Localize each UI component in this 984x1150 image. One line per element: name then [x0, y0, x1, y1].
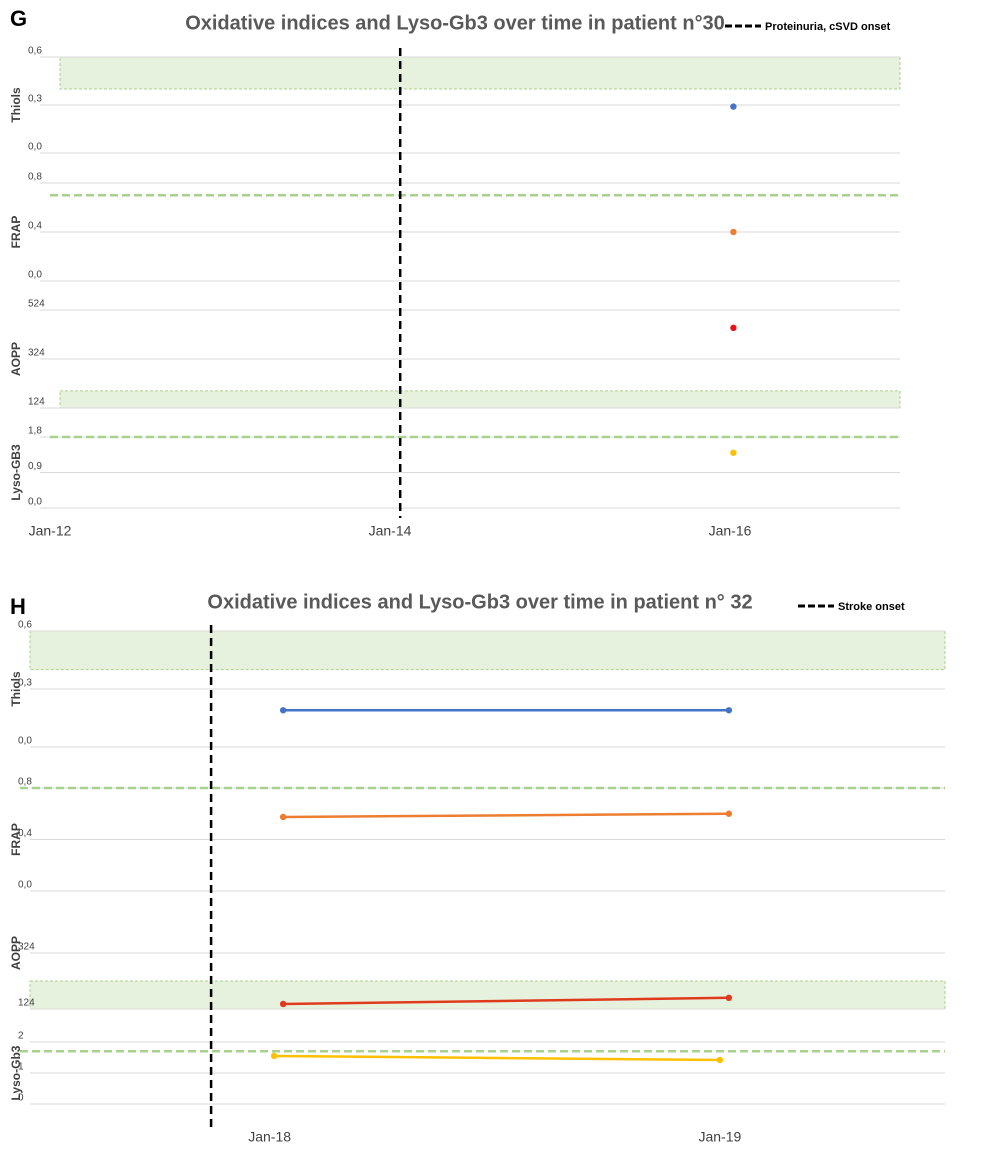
x-tick-label: Jan-16: [709, 523, 752, 539]
y-tick-label: 0,4: [18, 828, 32, 839]
y-tick-label: 2: [18, 1031, 24, 1042]
y-tick-label: 0,0: [18, 880, 32, 891]
y-axis-label: FRAP: [9, 216, 23, 249]
data-point: [730, 228, 737, 236]
series-line: [283, 812, 729, 819]
y-tick-label: 0,0: [18, 736, 32, 747]
data-point: [270, 1052, 278, 1060]
chart-title: Oxidative indices and Lyso-Gb3 over time…: [185, 12, 725, 34]
panel-letter: G: [10, 6, 27, 31]
y-tick-label: 0: [18, 1093, 24, 1104]
y-tick-label: 1: [18, 1062, 24, 1073]
y-tick-label: 124: [18, 998, 35, 1009]
reference-band: [29, 980, 946, 1010]
y-tick-label: 124: [28, 397, 45, 408]
y-tick-label: 324: [18, 942, 35, 953]
data-point: [730, 449, 737, 456]
y-tick-label: 0,3: [18, 678, 32, 689]
legend-label: Proteinuria, cSVD onset: [765, 21, 891, 33]
x-tick-label: Jan-12: [29, 523, 72, 539]
y-tick-label: 0,0: [28, 497, 42, 508]
y-axis-label: Lyso-Gb3: [9, 1045, 23, 1100]
data-point: [716, 1056, 724, 1064]
data-point: [279, 1000, 287, 1008]
y-tick-label: 0,3: [28, 94, 42, 105]
y-axis-label: AOPP: [9, 936, 23, 970]
y-axis-label: AOPP: [9, 342, 23, 376]
y-tick-label: 1,8: [28, 426, 42, 437]
data-point: [279, 813, 287, 821]
reference-band: [29, 630, 946, 671]
y-tick-label: 0,9: [28, 461, 42, 472]
y-tick-label: 0,0: [28, 142, 42, 153]
data-point: [725, 810, 733, 817]
series-line: [274, 1054, 720, 1062]
reference-band: [59, 390, 901, 409]
y-tick-label: 524: [28, 299, 45, 310]
x-tick-label: Jan-18: [248, 1129, 291, 1145]
x-tick-label: Jan-14: [369, 523, 412, 539]
x-tick-label: Jan-19: [698, 1129, 741, 1145]
data-point: [725, 707, 733, 714]
y-axis-label: Thiols: [9, 671, 23, 707]
legend-label: Stroke onset: [838, 601, 905, 613]
y-tick-label: 0,4: [28, 221, 42, 232]
y-axis-label: Lyso-GB3: [9, 444, 23, 501]
data-point: [279, 707, 287, 714]
data-point: [730, 324, 737, 332]
series-line: [283, 996, 729, 1006]
y-tick-label: 0,6: [28, 46, 42, 57]
y-tick-label: 0,0: [28, 270, 42, 281]
y-tick-label: 0,8: [28, 172, 42, 183]
data-point: [730, 103, 737, 110]
y-axis-label: FRAP: [9, 823, 23, 856]
data-point: [725, 994, 733, 1001]
y-tick-label: 0,6: [18, 620, 32, 631]
y-axis-label: Thiols: [9, 87, 23, 123]
chart-title: Oxidative indices and Lyso-Gb3 over time…: [207, 591, 752, 613]
reference-band: [59, 56, 901, 90]
panel-letter: H: [10, 594, 26, 619]
y-tick-label: 0,8: [18, 777, 32, 788]
y-tick-label: 324: [28, 348, 45, 359]
